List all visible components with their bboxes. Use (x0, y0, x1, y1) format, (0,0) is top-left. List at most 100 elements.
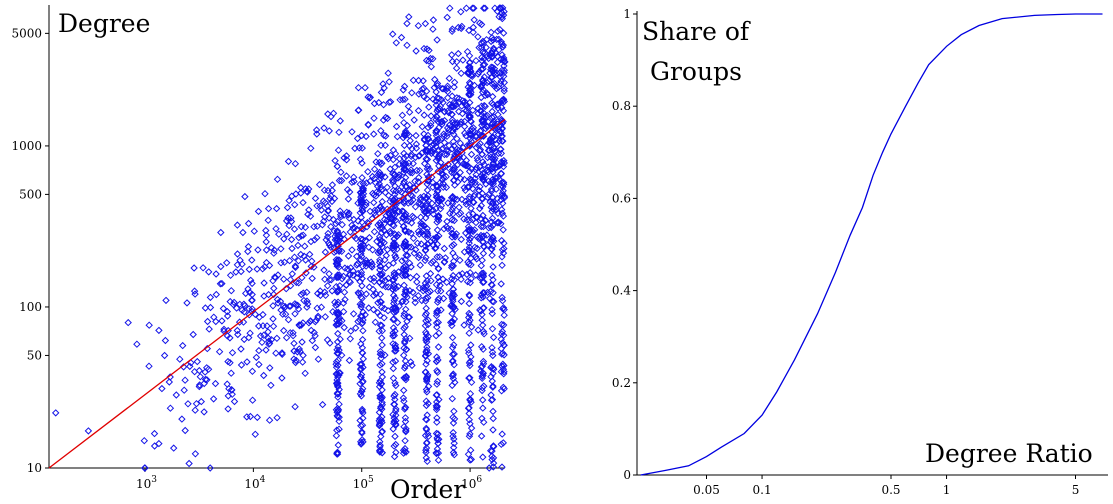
scatter-point (442, 172, 450, 181)
scatter-point (433, 79, 442, 88)
scatter-point (417, 240, 426, 248)
scatter-point (432, 193, 441, 201)
scatter-point (429, 55, 437, 63)
scatter-point (376, 350, 385, 358)
scatter-point (369, 130, 378, 138)
scatter-point (470, 198, 478, 207)
scatter-point (400, 118, 408, 127)
scatter-x-tick-label: 105 (353, 475, 374, 491)
scatter-point (422, 87, 431, 95)
scatter-point (378, 281, 386, 289)
scatter-point (464, 232, 473, 240)
scatter-point (344, 195, 353, 203)
scatter-point (333, 217, 342, 226)
scatter-point (422, 397, 431, 405)
scatter-point (444, 126, 453, 134)
scatter-point (423, 224, 431, 233)
scatter-point (376, 297, 384, 306)
scatter-point (261, 189, 269, 198)
scatter-point (334, 349, 343, 358)
scatter-point (206, 303, 215, 312)
scatter-point (248, 296, 256, 304)
scatter-point (401, 190, 409, 198)
scatter-point (418, 85, 427, 93)
scatter-point (464, 450, 473, 459)
scatter-point (400, 82, 409, 91)
scatter-point (378, 386, 386, 394)
scatter-point (346, 278, 355, 286)
scatter-point (438, 176, 447, 184)
scatter-point (274, 299, 282, 307)
scatter-point (269, 322, 278, 331)
cdf-y-label-line1: Share of (642, 17, 751, 46)
scatter-point (317, 303, 326, 311)
scatter-point (245, 265, 254, 274)
scatter-point (333, 349, 341, 357)
scatter-point (429, 25, 437, 33)
scatter-point (337, 176, 346, 185)
scatter-point (498, 209, 507, 218)
scatter-point (223, 312, 232, 320)
scatter-point (479, 278, 487, 287)
scatter-point (434, 167, 442, 176)
scatter-point (327, 112, 335, 121)
scatter-point (432, 128, 440, 137)
scatter-point (449, 210, 457, 218)
scatter-point (409, 184, 418, 192)
scatter-point (479, 289, 488, 297)
scatter-point (490, 124, 499, 133)
scatter-point (468, 72, 477, 81)
scatter-point (377, 403, 385, 411)
scatter-point (449, 271, 457, 280)
scatter-point (399, 86, 408, 94)
scatter-point (421, 297, 430, 305)
scatter-point (498, 159, 506, 167)
scatter-point (290, 339, 298, 348)
scatter-point (370, 227, 379, 236)
scatter-point (336, 117, 345, 125)
scatter-point (337, 247, 346, 256)
scatter-point (252, 353, 261, 362)
scatter-point (414, 76, 423, 85)
scatter-point (449, 443, 458, 452)
scatter-point (405, 259, 414, 267)
scatter-point (422, 348, 431, 357)
scatter-point (325, 276, 334, 284)
scatter-point (348, 246, 356, 254)
scatter-point (333, 448, 342, 457)
scatter-point (178, 341, 187, 350)
scatter-point (479, 345, 487, 353)
scatter-point (244, 219, 253, 228)
scatter-point (358, 384, 367, 393)
scatter-point (498, 199, 507, 208)
scatter-point (241, 192, 249, 201)
scatter-point (382, 231, 391, 239)
scatter-point (465, 260, 473, 268)
scatter-point (389, 169, 397, 178)
scatter-point (475, 43, 483, 52)
scatter-point (391, 357, 400, 365)
scatter-point (470, 4, 478, 12)
scatter-point (460, 215, 468, 223)
scatter-point (479, 222, 488, 231)
scatter-point (500, 192, 509, 200)
scatter-point (465, 216, 474, 225)
scatter-point (432, 309, 441, 317)
scatter-point (432, 429, 441, 438)
scatter-point (478, 316, 486, 324)
scatter-point (450, 350, 458, 358)
scatter-point (389, 246, 398, 254)
scatter-point (475, 68, 483, 76)
scatter-point (472, 255, 481, 263)
scatter-point (433, 193, 442, 202)
scatter-point (466, 310, 474, 319)
scatter-point (434, 343, 443, 351)
scatter-point (334, 298, 342, 306)
scatter-point (391, 211, 399, 219)
scatter-point (423, 343, 431, 351)
cdf-x-tick-label: 1 (943, 483, 951, 497)
scatter-point (354, 83, 363, 92)
scatter-point (133, 340, 141, 348)
scatter-point (377, 88, 386, 97)
scatter-point (416, 193, 425, 202)
